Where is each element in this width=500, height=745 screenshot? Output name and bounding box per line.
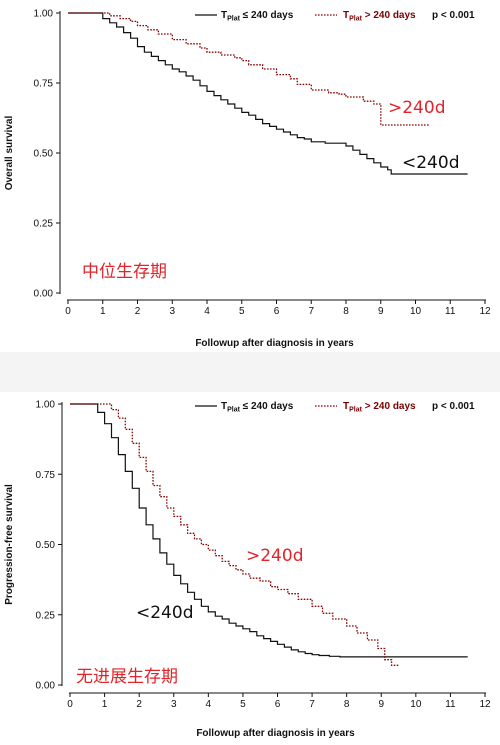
series-line-under-240-days xyxy=(70,403,468,658)
y-axis-title: Progression-free survival xyxy=(4,484,15,605)
x-tick-label: 3 xyxy=(169,306,175,317)
x-tick-label: 10 xyxy=(410,699,422,710)
x-tick-label: 7 xyxy=(309,699,315,710)
series-line-under-240-days xyxy=(68,12,468,175)
series-line-over-240-days xyxy=(68,12,430,126)
x-tick-label: 2 xyxy=(136,699,142,710)
annotation-survival-label: 无进展生存期 xyxy=(76,667,178,687)
legend-label-over-240-days: TPlat > 240 days xyxy=(343,401,416,414)
annotation-under-240d: <240d xyxy=(402,153,459,173)
legend-label-under-240-days: TPlat ≤ 240 days xyxy=(221,401,294,414)
legend-label-under-240-days: TPlat ≤ 240 days xyxy=(221,10,294,23)
x-tick-label: 6 xyxy=(274,306,280,317)
legend-label-rest: > 240 days xyxy=(362,401,416,412)
x-tick-label: 11 xyxy=(445,306,456,317)
x-tick-label: 5 xyxy=(239,306,245,317)
p-value-label: p < 0.001 xyxy=(432,401,475,412)
x-tick-label: 5 xyxy=(240,699,246,710)
x-tick-label: 6 xyxy=(275,699,281,710)
x-tick-label: 8 xyxy=(343,306,349,317)
y-tick-label: 0.75 xyxy=(36,470,56,481)
y-tick-label: 0.25 xyxy=(34,219,54,230)
overall-survival-panel: 0 1 2 3 4 5 6 7 8 9 10 11 12 0.00 0.25 0.50 0.75 1.00 Foll… xyxy=(0,0,500,352)
x-tick-label: 9 xyxy=(378,306,384,317)
x-tick-label: 11 xyxy=(445,699,456,710)
y-tick-label: 0.75 xyxy=(34,79,54,90)
x-tick-label: 3 xyxy=(171,699,177,710)
x-tick-label: 0 xyxy=(65,306,71,317)
x-tick-label: 12 xyxy=(479,699,491,710)
legend-label-rest: ≤ 240 days xyxy=(240,10,294,21)
x-tick-label: 2 xyxy=(135,306,141,317)
x-tick-label: 12 xyxy=(479,306,491,317)
y-tick-label: 0.00 xyxy=(36,681,56,692)
y-tick-label: 1.00 xyxy=(34,9,54,20)
legend-label-over-240-days: TPlat > 240 days xyxy=(343,10,416,23)
legend-label-subscript: Plat xyxy=(227,407,241,414)
overall-survival-chart: 0 1 2 3 4 5 6 7 8 9 10 11 120.000.250.500.751.00Foll… xyxy=(4,9,491,350)
y-axis-title: Overall survival xyxy=(4,116,15,191)
legend-label-rest: > 240 days xyxy=(362,10,416,21)
x-tick-label: 7 xyxy=(308,306,314,317)
y-tick-label: 1.00 xyxy=(36,400,56,411)
annotation-over-240d: >240d xyxy=(388,98,445,118)
y-tick-label: 0.50 xyxy=(36,540,56,551)
panel-divider xyxy=(0,352,500,392)
x-tick-label: 0 xyxy=(67,699,73,710)
x-tick-label: 1 xyxy=(100,306,106,317)
legend-label-main: T xyxy=(221,401,227,412)
series-line-over-240-days xyxy=(70,403,399,666)
legend-label-main: T xyxy=(221,10,227,21)
x-tick-label: 10 xyxy=(410,306,422,317)
annotation-over-240d: >240d xyxy=(246,546,303,566)
progression-free-survival-panel: 0 1 2 3 4 5 6 7 8 9 10 11 12 0.00 0.25 0.50 0.75 1.00 Foll… xyxy=(0,392,500,745)
legend-label-main: T xyxy=(343,10,349,21)
legend-label-main: T xyxy=(343,401,349,412)
y-tick-label: 0.00 xyxy=(34,289,54,300)
x-tick-label: 4 xyxy=(206,699,212,710)
legend-label-rest: ≤ 240 days xyxy=(240,401,294,412)
legend-label-subscript: Plat xyxy=(227,16,241,23)
x-axis-title: Followup after diagnosis in years xyxy=(196,728,355,739)
x-tick-label: 1 xyxy=(102,699,108,710)
x-tick-label: 9 xyxy=(378,699,384,710)
legend-label-subscript: Plat xyxy=(349,407,363,414)
y-tick-label: 0.50 xyxy=(34,149,54,160)
annotation-survival-label: 中位生存期 xyxy=(82,262,167,282)
x-tick-label: 4 xyxy=(204,306,210,317)
p-value-label: p < 0.001 xyxy=(432,10,475,21)
y-tick-label: 0.25 xyxy=(36,610,56,621)
legend-label-subscript: Plat xyxy=(349,16,363,23)
x-tick-label: 8 xyxy=(344,699,350,710)
x-axis-title: Followup after diagnosis in years xyxy=(195,338,354,349)
progression-free-survival-chart: 0 1 2 3 4 5 6 7 8 9 10 11 120.000.250.500.751.00Foll… xyxy=(4,400,491,740)
annotation-under-240d: <240d xyxy=(136,603,193,623)
